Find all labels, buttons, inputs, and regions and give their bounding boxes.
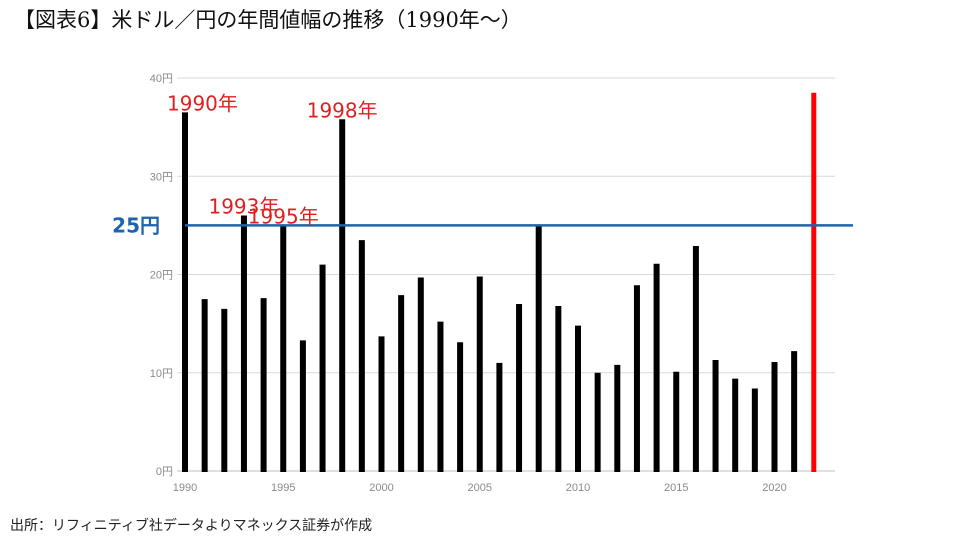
axes: 0円 10円 20円 30円 40円 1990 1995 2000 2005 2010 2015 20… xyxy=(150,73,835,494)
source-note: 出所：リフィニティブ社データよりマネックス証券が作成 xyxy=(10,518,373,534)
x-tick-label: 2005 xyxy=(468,482,492,494)
x-tick-label: 2010 xyxy=(566,482,590,494)
reference-line-label: 25円 xyxy=(112,213,160,237)
bars xyxy=(182,92,817,472)
x-tick-label: 2015 xyxy=(664,482,688,494)
gridlines xyxy=(177,77,835,374)
y-tick-label: 20円 xyxy=(150,270,173,282)
x-tick-label: 1990 xyxy=(173,482,197,494)
year-annotation: 1990年 xyxy=(167,91,238,115)
year-annotation: 1993年 xyxy=(208,195,279,219)
y-tick-label: 0円 xyxy=(156,466,173,478)
x-tick-label: 2020 xyxy=(762,482,786,494)
x-tick-label: 2000 xyxy=(369,482,393,494)
x-tick-label: 1995 xyxy=(271,482,295,494)
y-tick-label: 10円 xyxy=(150,368,173,380)
chart-title: 【図表6】米ドル／円の年間値幅の推移（1990年～） xyxy=(14,8,522,32)
reference-line-group: 25円 xyxy=(112,213,853,237)
year-annotation: 1998年 xyxy=(307,98,378,122)
year-annotation: 1995年 xyxy=(248,204,319,228)
y-tick-label: 40円 xyxy=(150,73,173,85)
y-tick-label: 30円 xyxy=(150,171,173,183)
